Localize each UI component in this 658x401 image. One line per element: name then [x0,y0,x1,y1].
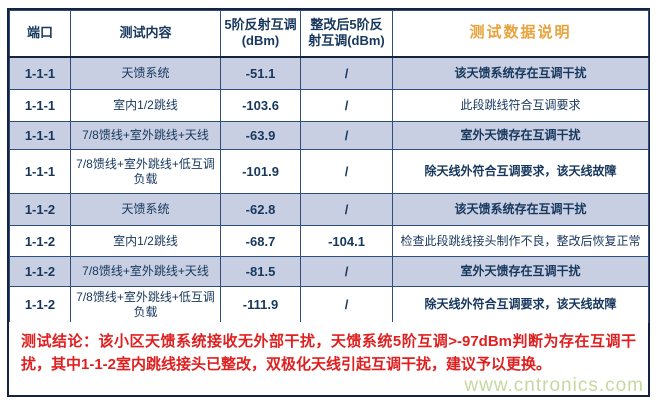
table-row: 1-1-1 天馈系统 -51.1 / 该天馈系统存在互调干扰 [9,56,649,90]
description-cell: 检查此段跳线接头制作不良，整改后恢复正常 [392,225,649,257]
test-content-cell: 天馈系统 [70,56,221,90]
watermark-url: www.cntronics.com [464,375,644,396]
im5-value-cell: -81.5 [220,256,301,287]
im5-after-value-cell: / [300,193,393,226]
test-content-cell: 天馈系统 [70,193,221,226]
description-cell: 室外天馈存在互调干扰 [392,121,649,150]
im5-value-cell: -103.6 [220,89,301,122]
port-cell: 1-1-1 [9,89,71,122]
test-content-cell: 室内1/2跳线 [70,225,221,257]
test-content-cell: 室内1/2跳线 [70,89,221,122]
description-cell: 除天线外符合互调要求，该天线故障 [392,286,649,323]
im5-after-value-cell: / [300,256,393,287]
description-cell: 此段跳线符合互调要求 [392,89,649,122]
header-im5-after: 整改后5阶反射互调(dBm) [300,10,393,58]
port-cell: 1-1-1 [9,121,71,150]
test-content-cell: 7/8馈线+室外跳线+天线 [70,256,221,287]
test-content-cell: 7/8馈线+室外跳线+低互调负载 [70,149,221,194]
description-cell: 该天馈系统存在互调干扰 [392,193,649,226]
test-content-cell: 7/8馈线+室外跳线+天线 [70,121,221,150]
header-port: 端口 [9,10,71,58]
table-row: 1-1-1 7/8馈线+室外跳线+天线 -63.9 / 室外天馈存在互调干扰 [9,121,649,150]
table-row: 1-1-2 7/8馈线+室外跳线+天线 -81.5 / 室外天馈存在互调干扰 [9,256,649,287]
port-cell: 1-1-2 [9,225,71,257]
im5-value-cell: -111.9 [220,286,301,323]
port-cell: 1-1-1 [9,149,71,194]
table-row: 1-1-2 室内1/2跳线 -68.7 -104.1 检查此段跳线接头制作不良，… [9,225,649,257]
im5-after-value-cell: / [300,56,393,90]
intermodulation-test-table: 端口 测试内容 5阶反射互调 (dBm) 整改后5阶反射互调(dBm) 测试数据… [9,10,649,323]
port-cell: 1-1-1 [9,56,71,90]
port-cell: 1-1-2 [9,286,71,323]
table-header-row: 端口 测试内容 5阶反射互调 (dBm) 整改后5阶反射互调(dBm) 测试数据… [9,10,649,58]
table-row: 1-1-2 7/8馈线+室外跳线+低互调负载 -111.9 / 除天线外符合互调… [9,286,649,323]
header-test-content: 测试内容 [70,10,221,58]
header-description: 测试数据说明 [392,10,649,58]
im5-value-cell: -68.7 [220,225,301,257]
port-cell: 1-1-2 [9,193,71,226]
report-frame: 端口 测试内容 5阶反射互调 (dBm) 整改后5阶反射互调(dBm) 测试数据… [7,8,650,397]
table-row: 1-1-1 室内1/2跳线 -103.6 / 此段跳线符合互调要求 [9,89,649,122]
im5-value-cell: -51.1 [220,56,301,90]
im5-after-value-cell: -104.1 [300,225,393,257]
port-cell: 1-1-2 [9,256,71,287]
description-cell: 室外天馈存在互调干扰 [392,256,649,287]
description-cell: 该天馈系统存在互调干扰 [392,56,649,90]
table-row: 1-1-1 7/8馈线+室外跳线+低互调负载 -101.9 / 除天线外符合互调… [9,149,649,194]
im5-after-value-cell: / [300,89,393,122]
test-conclusion-text: 测试结论：该小区天馈系统接收无外部干扰，天馈系统5阶互调>-97dBm判断为存在… [9,322,648,395]
test-content-cell: 7/8馈线+室外跳线+低互调负载 [70,286,221,323]
description-cell: 除天线外符合互调要求，该天线故障 [392,149,649,194]
im5-after-value-cell: / [300,121,393,150]
im5-after-value-cell: / [300,286,393,323]
im5-value-cell: -62.8 [220,193,301,226]
im5-after-value-cell: / [300,149,393,194]
header-im5: 5阶反射互调 (dBm) [220,10,301,58]
table-row: 1-1-2 天馈系统 -62.8 / 该天馈系统存在互调干扰 [9,193,649,226]
im5-value-cell: -101.9 [220,149,301,194]
im5-value-cell: -63.9 [220,121,301,150]
